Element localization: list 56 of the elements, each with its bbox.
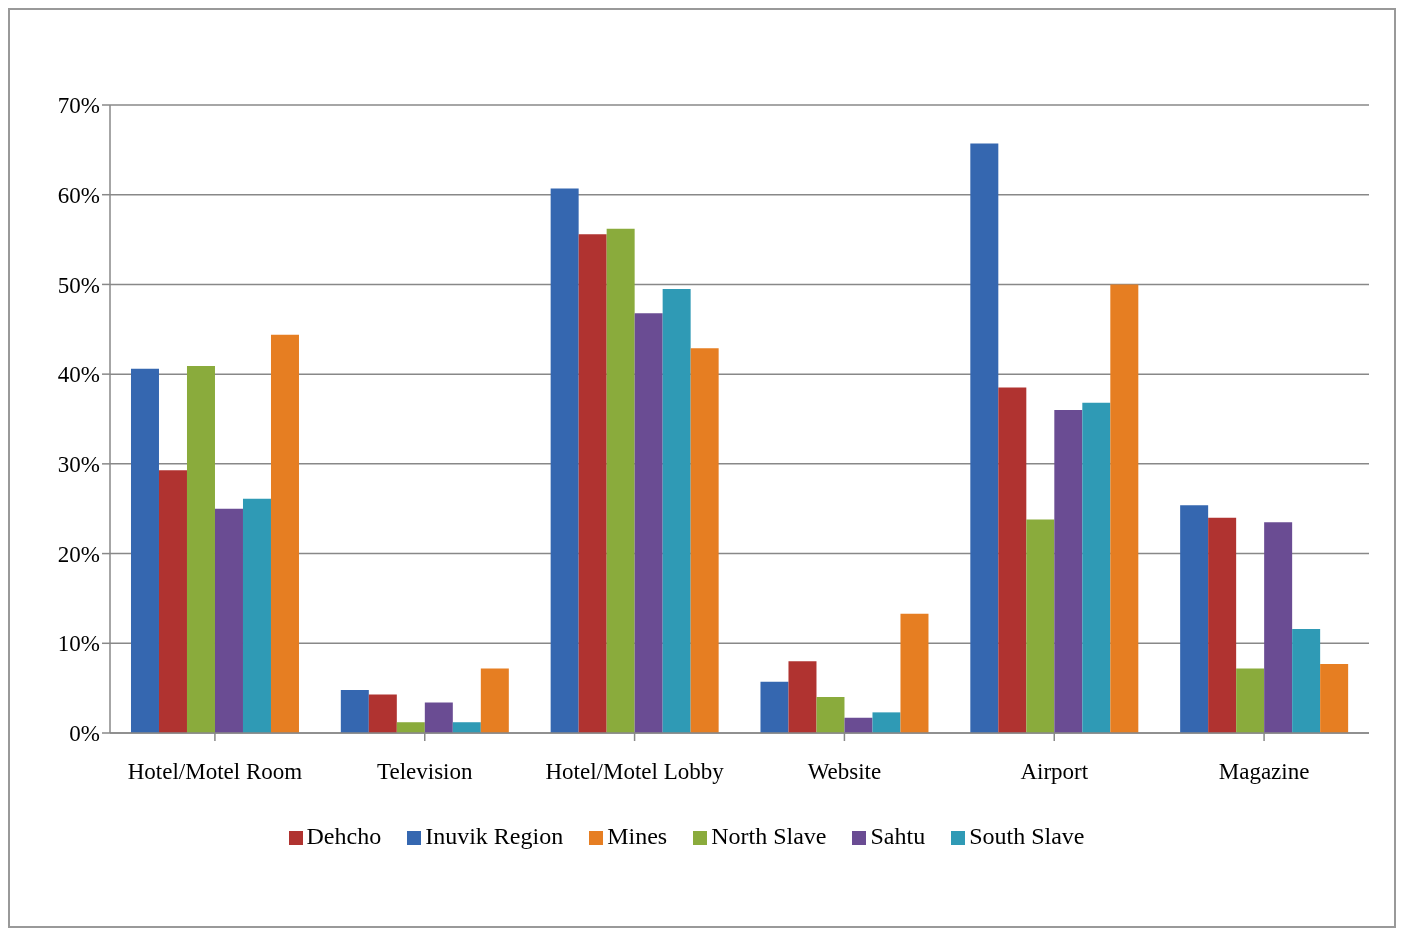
- bar: [214, 508, 243, 733]
- bar: [998, 387, 1027, 733]
- bar: [788, 661, 817, 733]
- bar: [368, 694, 397, 733]
- x-tick-label: Television: [377, 759, 473, 785]
- legend-label: Dehcho: [306, 823, 382, 849]
- x-tick-label: Hotel/Motel Lobby: [545, 759, 725, 785]
- bar: [424, 702, 453, 733]
- bar: [270, 334, 299, 733]
- legend-label: Inuvik Region: [425, 823, 564, 849]
- legend-label: Mines: [607, 823, 668, 849]
- bar: [1264, 522, 1293, 733]
- y-tick-label: 70%: [57, 93, 100, 119]
- bar: [1292, 628, 1321, 733]
- bar: [844, 717, 873, 733]
- y-tick-label: 0%: [69, 721, 100, 747]
- x-tick-label: Airport: [1020, 759, 1089, 785]
- bar: [1320, 663, 1349, 733]
- bar: [186, 366, 215, 733]
- bar: [158, 470, 187, 733]
- bar: [480, 668, 509, 733]
- legend-label: South Slave: [969, 823, 1085, 849]
- bar: [900, 613, 929, 733]
- bar: [872, 712, 901, 733]
- bar: [816, 697, 845, 733]
- bar: [1236, 668, 1265, 733]
- y-tick-label: 50%: [57, 272, 100, 298]
- legend-label: North Slave: [711, 823, 827, 849]
- bar: [1054, 410, 1083, 733]
- y-tick-label: 30%: [57, 452, 100, 478]
- bar: [242, 498, 271, 733]
- bar: [578, 234, 607, 733]
- y-tick-label: 10%: [57, 631, 100, 657]
- y-tick-label: 20%: [57, 541, 100, 567]
- bar: [970, 143, 999, 733]
- bar: [690, 348, 719, 733]
- x-tick-label: Magazine: [1218, 759, 1310, 785]
- bar: [550, 188, 579, 733]
- bar: [1208, 517, 1237, 733]
- y-tick-label: 60%: [57, 182, 100, 208]
- bar: [396, 722, 425, 733]
- x-tick-label: Hotel/Motel Room: [127, 759, 303, 785]
- bar: [130, 368, 159, 733]
- bar: [606, 228, 635, 733]
- y-tick-label: 40%: [57, 362, 100, 388]
- bar: [1082, 402, 1111, 733]
- bar: [340, 689, 369, 733]
- x-tick-label: Website: [807, 759, 882, 785]
- bar: [634, 313, 663, 733]
- bar: [662, 288, 691, 733]
- bar: [1180, 505, 1209, 733]
- bar: [1026, 519, 1055, 733]
- bar: [452, 722, 481, 733]
- legend-label: Sahtu: [870, 823, 926, 849]
- bar: [1110, 284, 1139, 733]
- bar: [760, 681, 789, 733]
